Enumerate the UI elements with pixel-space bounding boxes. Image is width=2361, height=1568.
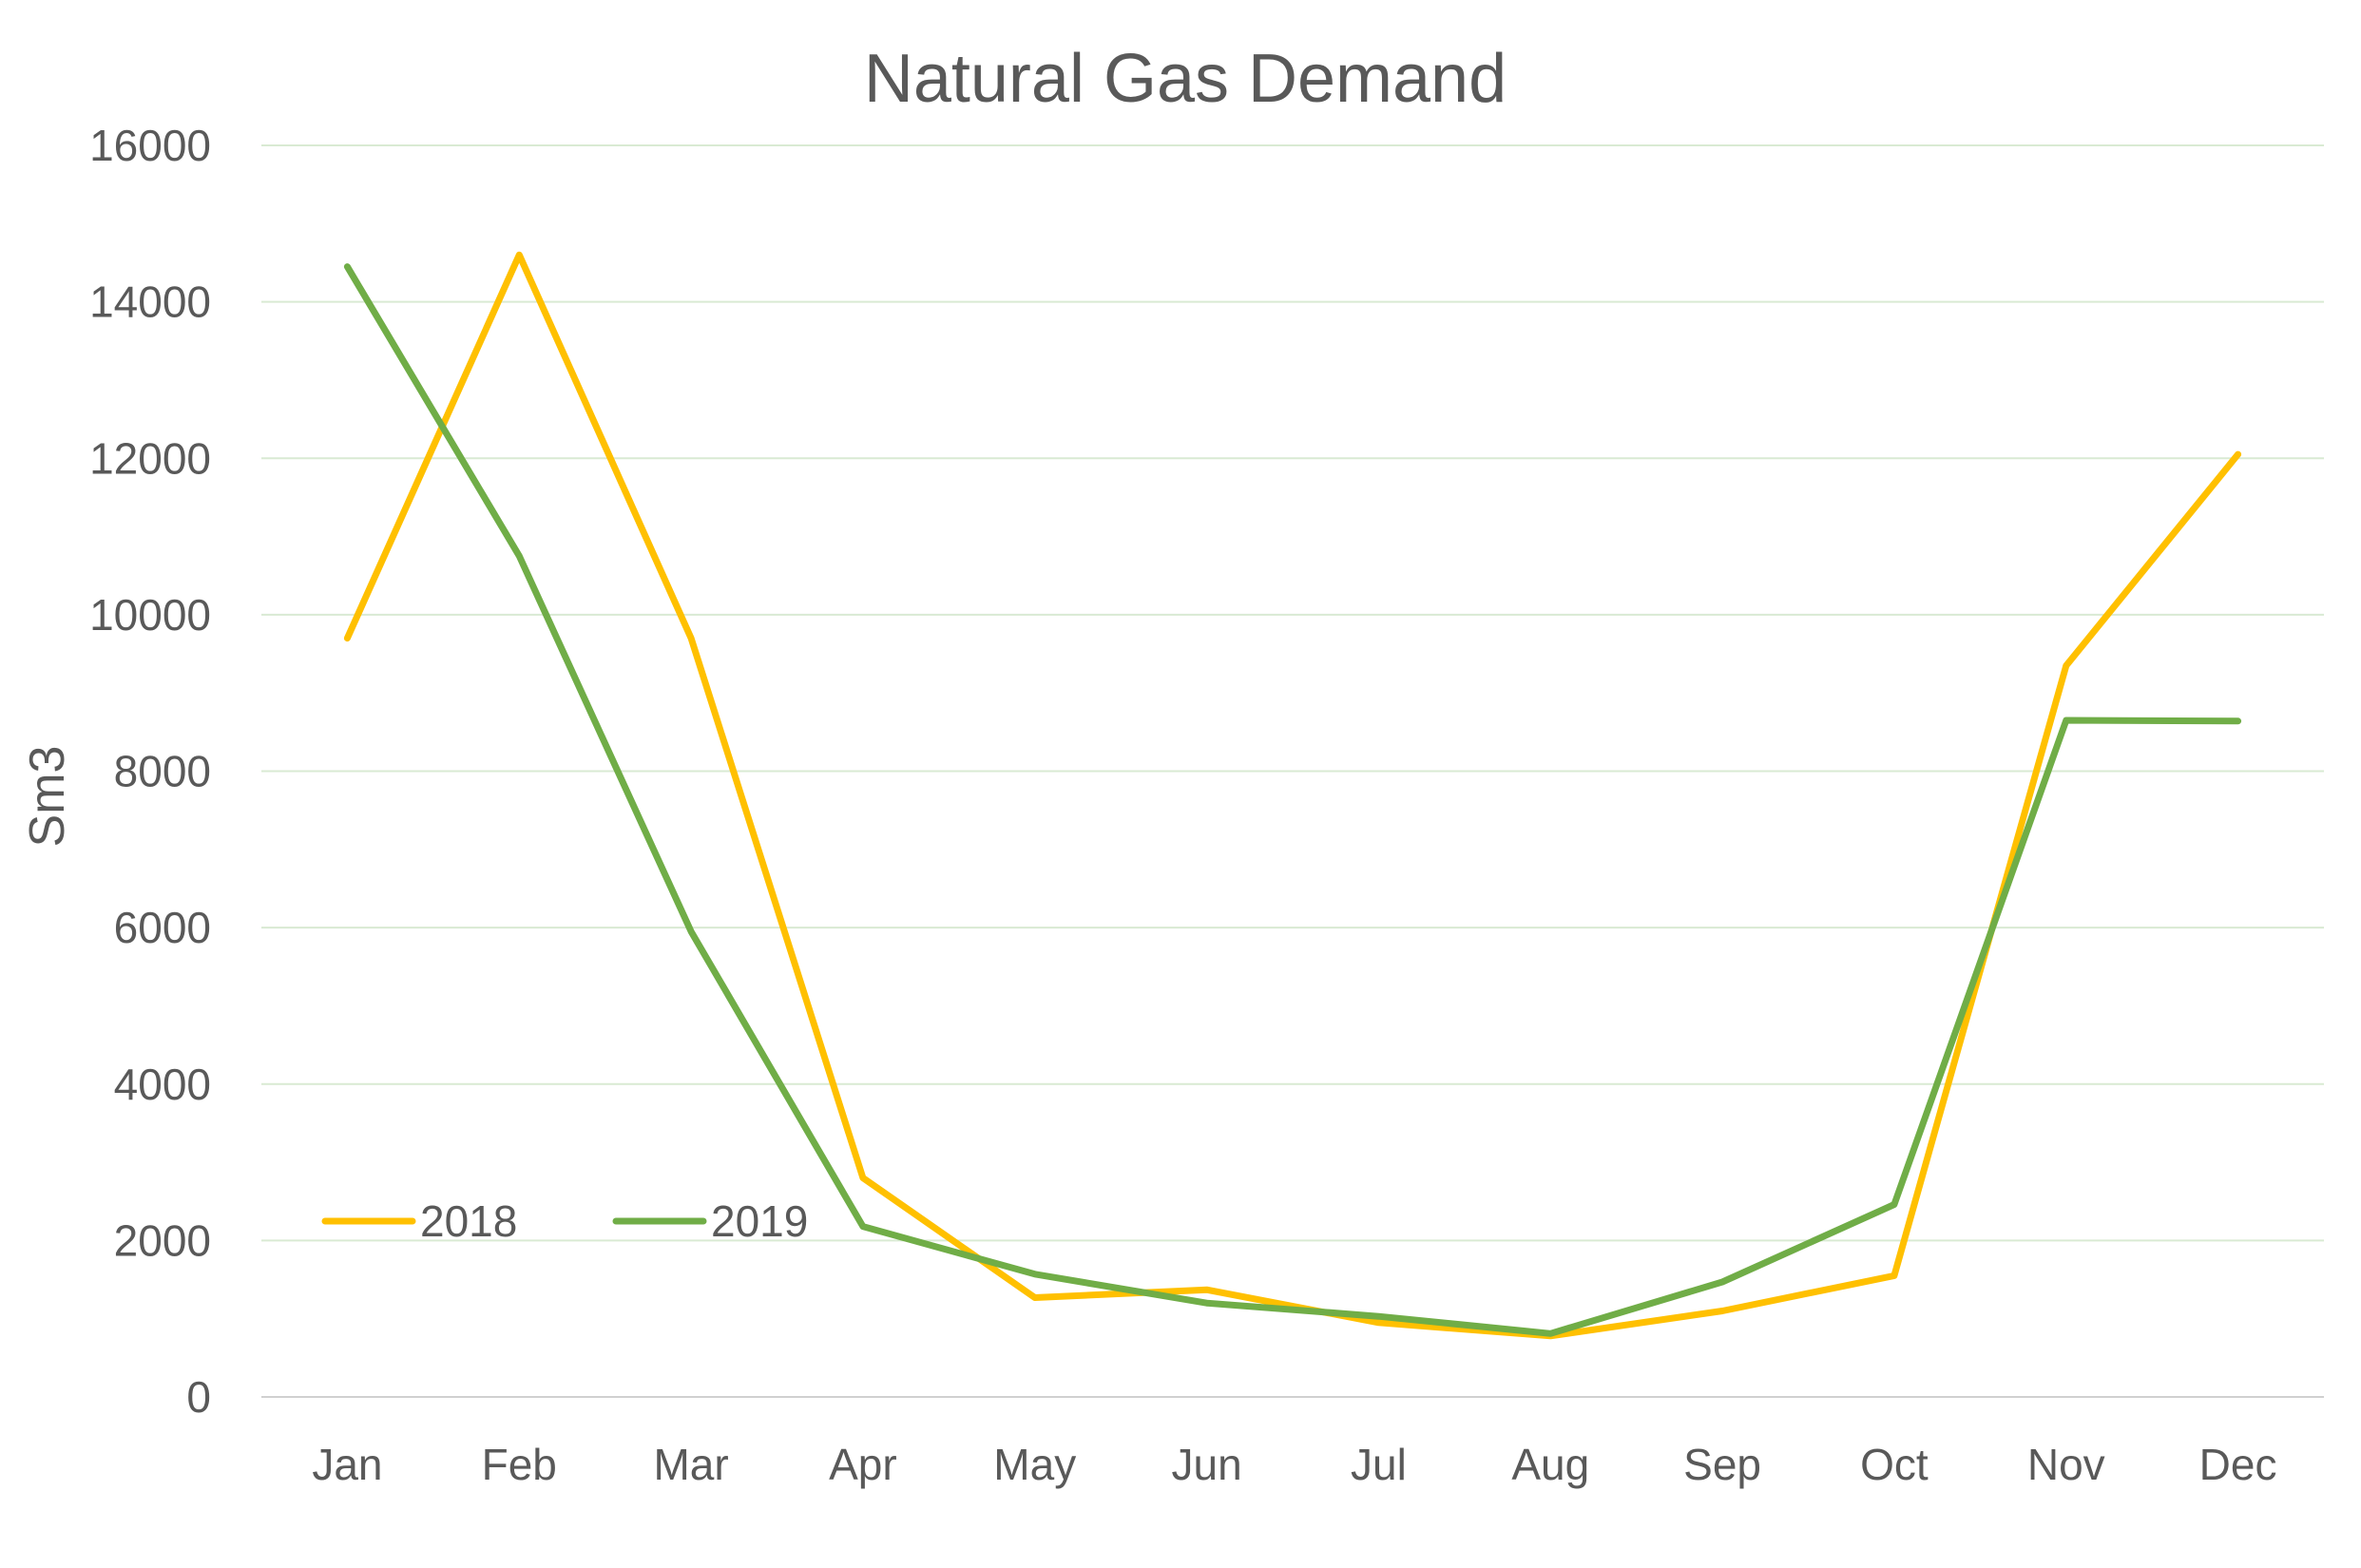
x-axis-ticks: Jan Feb Mar Apr May Jun Jul Aug Sep Oct Nov Dec — [312, 1440, 2276, 1489]
gridlines — [261, 144, 2324, 1398]
y-tick-label: 10000 — [89, 590, 211, 640]
legend-label: 2019 — [711, 1196, 808, 1246]
chart-title: Natural Gas Demand — [864, 41, 1507, 117]
y-tick-label: 14000 — [89, 277, 211, 327]
legend: 2018 2019 — [321, 1196, 808, 1246]
x-tick-label: Sep — [1683, 1440, 1761, 1489]
x-tick-label: Mar — [653, 1440, 728, 1489]
x-tick-label: Apr — [829, 1440, 897, 1489]
x-tick-label: May — [993, 1440, 1076, 1489]
y-tick-label: 4000 — [114, 1060, 211, 1109]
x-tick-label: Aug — [1511, 1440, 1589, 1489]
x-tick-label: Jul — [1351, 1440, 1407, 1489]
y-axis-title: Sm3 — [20, 746, 75, 848]
series-lines — [343, 251, 2242, 1340]
x-tick-label: Dec — [2199, 1440, 2277, 1489]
x-tick-label: Jan — [312, 1440, 382, 1489]
y-tick-label: 6000 — [114, 903, 211, 952]
x-tick-label: Oct — [1860, 1440, 1929, 1489]
legend-label: 2018 — [420, 1196, 517, 1246]
series-line-2019 — [343, 263, 2242, 1337]
x-tick-label: Feb — [482, 1440, 557, 1489]
series-line-2018 — [343, 251, 2242, 1340]
y-tick-label: 12000 — [89, 433, 211, 483]
y-axis-ticks: 0 2000 4000 6000 8000 10000 12000 14000 16000 — [89, 121, 211, 1422]
y-tick-label: 2000 — [114, 1215, 211, 1265]
y-tick-label: 0 — [186, 1372, 211, 1422]
y-tick-label: 8000 — [114, 747, 211, 796]
y-tick-label: 16000 — [89, 121, 211, 170]
x-tick-label: Nov — [2027, 1440, 2105, 1489]
x-tick-label: Jun — [1171, 1440, 1241, 1489]
